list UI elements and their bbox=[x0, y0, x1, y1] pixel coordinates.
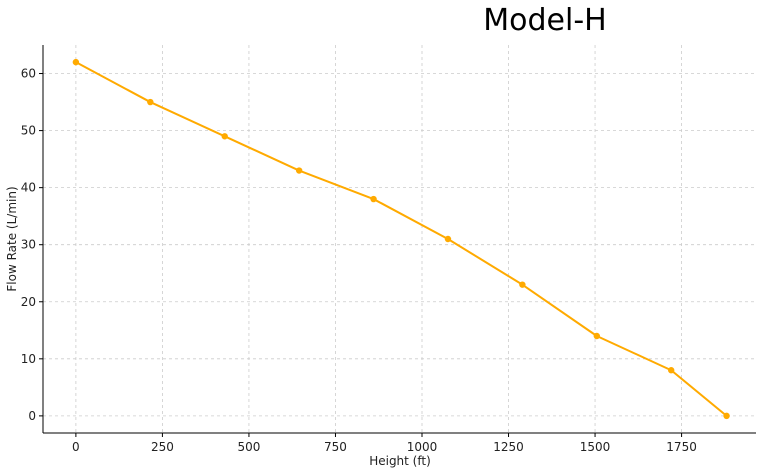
series-line bbox=[75, 61, 728, 417]
data-point bbox=[221, 133, 228, 140]
x-axis-label: Height (ft) bbox=[369, 454, 431, 468]
x-tick-label: 500 bbox=[237, 440, 260, 454]
chart-title: Model-H bbox=[483, 3, 606, 38]
y-tick-label: 30 bbox=[21, 238, 36, 252]
x-tick-label: 750 bbox=[324, 440, 347, 454]
data-point bbox=[723, 412, 730, 420]
y-tick-label: 60 bbox=[21, 67, 36, 81]
grid-lines bbox=[43, 45, 756, 433]
y-tick-label: 0 bbox=[28, 409, 36, 423]
y-tick-label: 20 bbox=[21, 295, 36, 309]
x-axis-ticks: 0 250 500 750 1000 1250 1500 1750 bbox=[72, 433, 697, 454]
data-point bbox=[444, 235, 452, 243]
x-tick-label: 250 bbox=[151, 440, 174, 454]
y-tick-label: 40 bbox=[21, 181, 36, 195]
data-point bbox=[295, 167, 303, 174]
y-axis-ticks: 0 10 20 30 40 50 60 bbox=[21, 67, 43, 423]
x-tick-label: 1500 bbox=[580, 440, 611, 454]
axes bbox=[42, 45, 756, 434]
data-point bbox=[72, 58, 80, 66]
y-tick-label: 10 bbox=[21, 352, 36, 366]
x-tick-label: 0 bbox=[72, 440, 80, 454]
data-point bbox=[519, 281, 526, 288]
x-tick-label: 1250 bbox=[493, 440, 524, 454]
data-point bbox=[593, 332, 600, 340]
data-point bbox=[370, 195, 377, 203]
y-tick-label: 50 bbox=[21, 124, 36, 138]
data-series bbox=[72, 58, 730, 420]
y-axis-label: Flow Rate (L/min) bbox=[5, 186, 19, 291]
data-point bbox=[147, 98, 154, 106]
x-tick-label: 1750 bbox=[666, 440, 697, 454]
data-point bbox=[668, 367, 675, 374]
x-tick-label: 1000 bbox=[407, 440, 438, 454]
